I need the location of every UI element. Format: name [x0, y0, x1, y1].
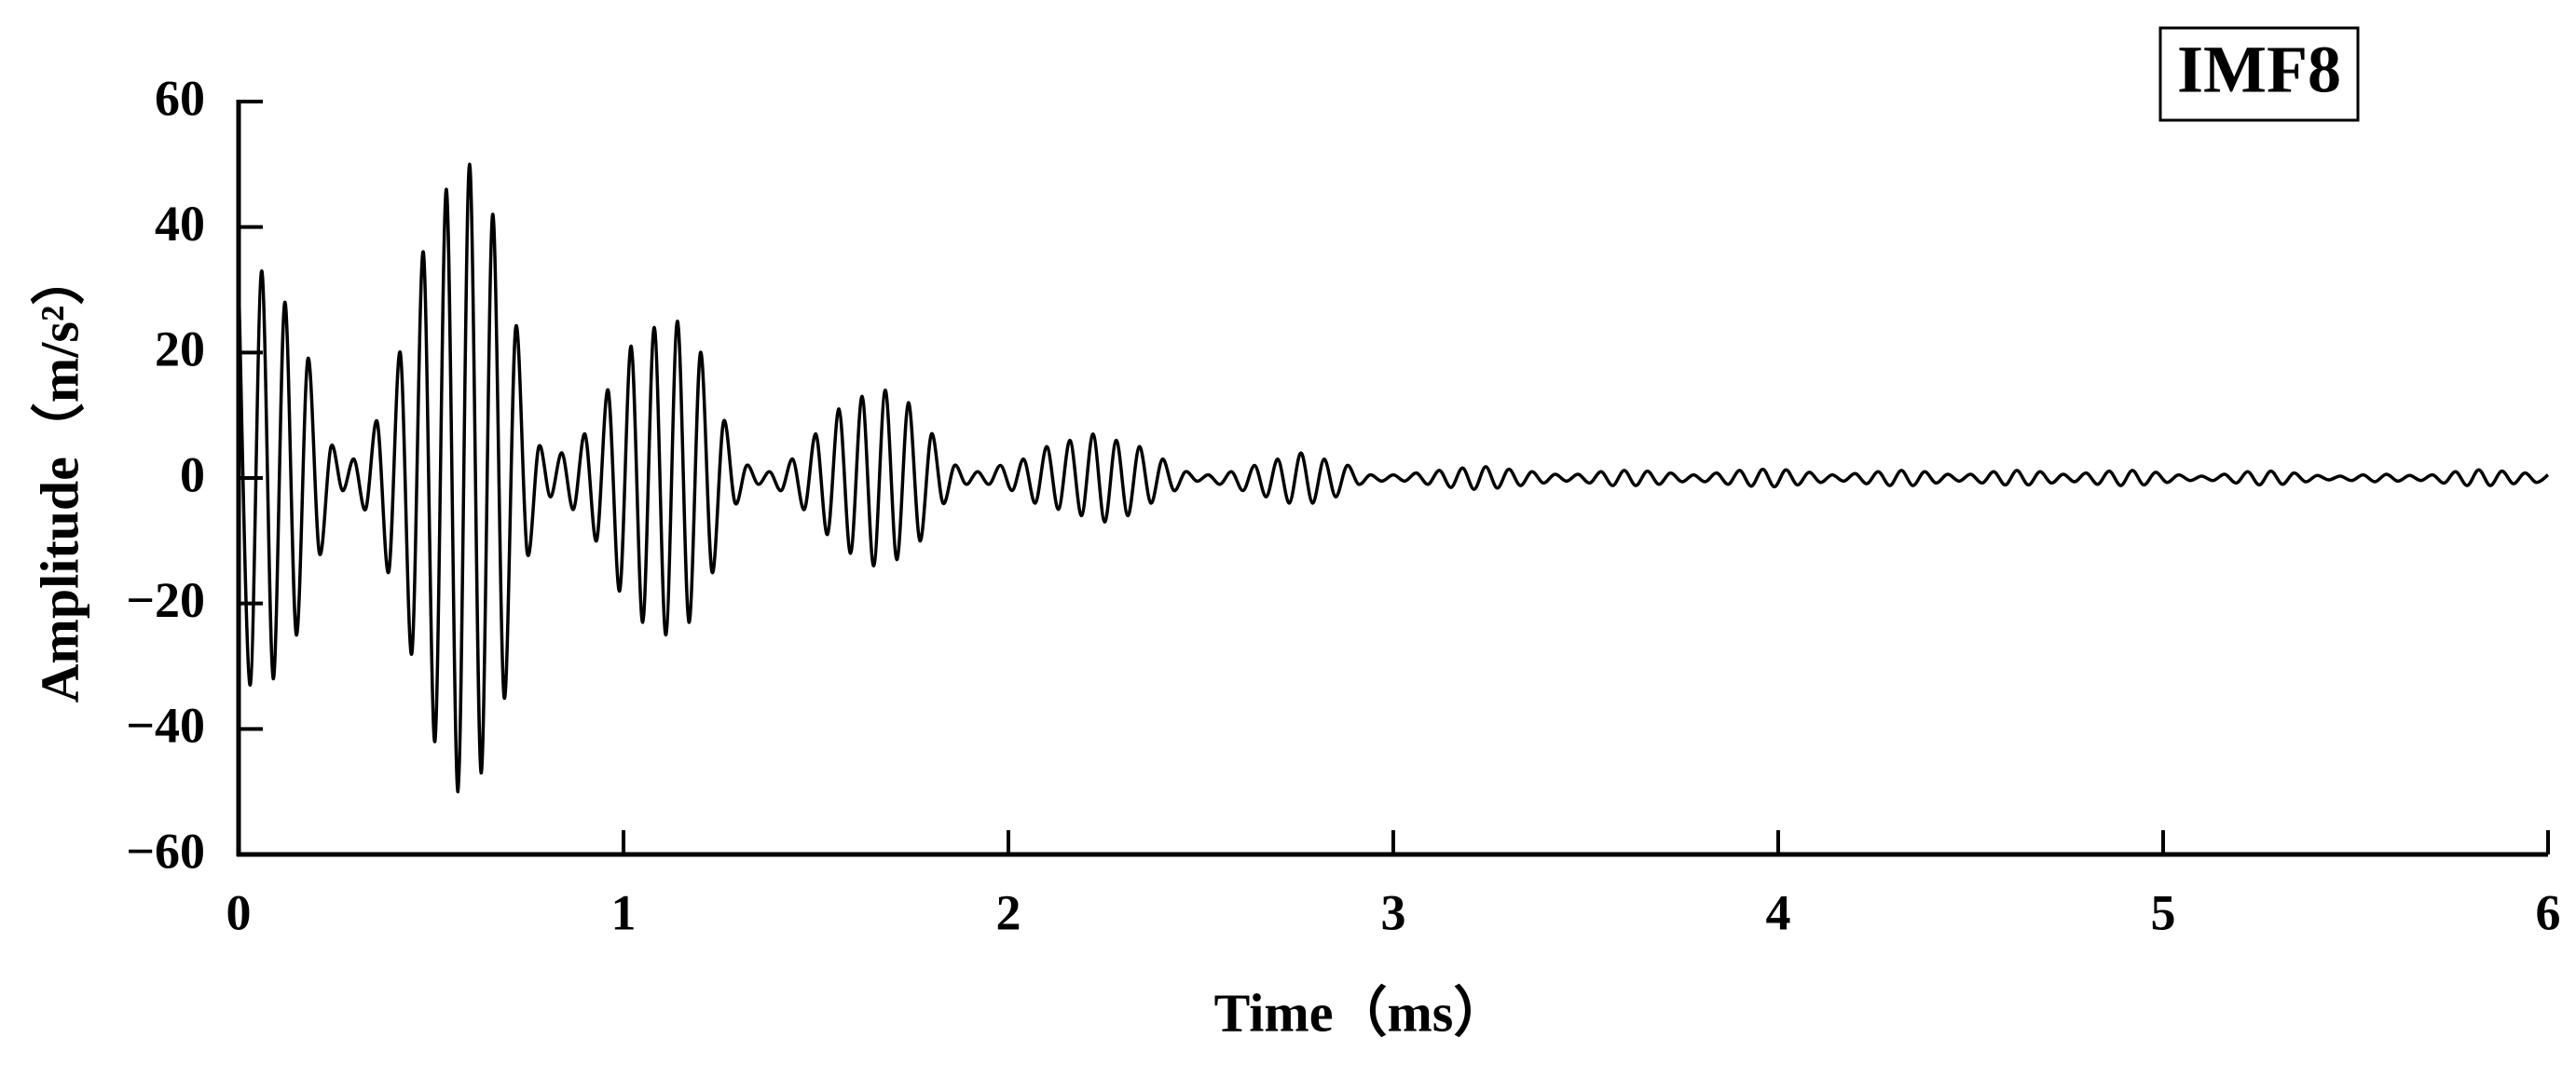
y-tick-label: −20	[126, 572, 205, 628]
y-tick-label: −60	[126, 823, 205, 879]
chart-title: IMF8	[2177, 33, 2341, 107]
x-tick-label: 3	[1381, 884, 1406, 940]
x-tick-label: 0	[226, 884, 252, 940]
x-tick-label: 5	[2151, 884, 2176, 940]
x-axis-title: Time（ms）	[1214, 982, 1508, 1043]
y-tick-label: 60	[155, 70, 205, 126]
y-tick-label: 40	[155, 196, 205, 252]
x-tick-label: 1	[611, 884, 637, 940]
title-box	[2158, 26, 2360, 122]
x-tick-label: 2	[996, 884, 1021, 940]
x-tick-label: 6	[2536, 884, 2561, 940]
y-tick-label: −40	[126, 698, 205, 754]
x-tick-label: 4	[1766, 884, 1791, 940]
y-tick-label: 20	[155, 321, 205, 377]
y-axis-title: Amplitude（m/s²）	[29, 252, 89, 703]
y-tick-label: 0	[180, 446, 205, 502]
signal-line	[237, 162, 2550, 794]
